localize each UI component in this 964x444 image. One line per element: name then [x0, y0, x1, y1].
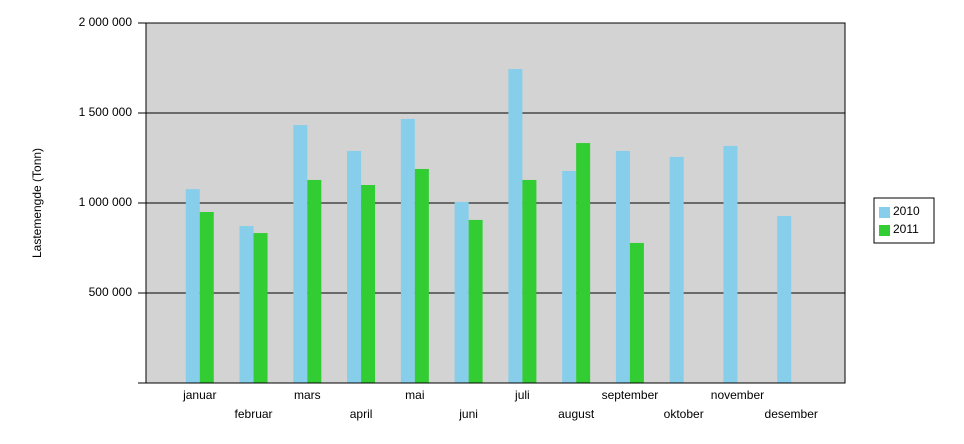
bar — [307, 179, 322, 383]
y-tick-label: 2 000 000 — [79, 15, 133, 29]
bar — [361, 185, 376, 383]
bar — [454, 201, 469, 383]
y-axis-label: Lastemengde (Tonn) — [30, 148, 44, 258]
x-tick-label: februar — [235, 407, 273, 421]
x-tick-label: september — [602, 388, 659, 402]
bar — [669, 156, 684, 383]
bar — [562, 170, 577, 383]
bar — [508, 69, 523, 383]
legend-swatch — [879, 207, 890, 218]
bar — [576, 143, 591, 383]
bar — [468, 219, 483, 383]
legend-label: 2010 — [893, 204, 920, 218]
bar — [723, 145, 738, 383]
x-tick-label: mars — [294, 388, 321, 402]
x-tick-label: juli — [514, 388, 530, 402]
bar — [293, 125, 308, 383]
bar — [400, 118, 415, 383]
bar — [522, 179, 537, 383]
bar — [629, 242, 644, 383]
x-tick-label: november — [711, 388, 764, 402]
x-tick-label: desember — [765, 407, 818, 421]
x-tick-label: mai — [405, 388, 424, 402]
legend-label: 2011 — [893, 222, 919, 236]
x-tick-label: januar — [182, 388, 216, 402]
bar — [414, 168, 429, 383]
y-tick-label: 1 500 000 — [79, 105, 133, 119]
bar — [185, 189, 200, 383]
bar — [777, 215, 792, 383]
x-tick-label: august — [558, 407, 595, 421]
bar — [347, 150, 362, 383]
legend-swatch — [879, 225, 890, 236]
y-tick-label: 1 000 000 — [79, 195, 133, 209]
x-tick-label: juni — [458, 407, 478, 421]
y-tick-label: 500 000 — [89, 285, 133, 299]
plot-border — [145, 22, 846, 384]
bar — [253, 233, 268, 383]
x-tick-label: oktober — [664, 407, 704, 421]
bar — [199, 212, 214, 383]
bar — [239, 226, 254, 383]
bar — [615, 150, 630, 383]
x-tick-label: april — [350, 407, 373, 421]
